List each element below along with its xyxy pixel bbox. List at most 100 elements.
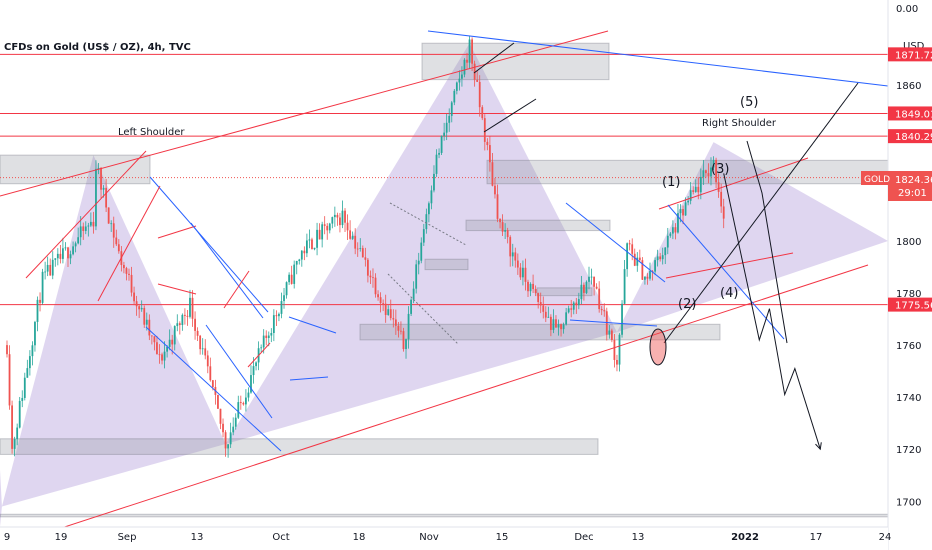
price-axis[interactable]: 0.00 USD bbox=[887, 0, 932, 550]
candle-256 bbox=[656, 249, 659, 267]
candle-235 bbox=[603, 303, 606, 317]
x-tick-6: Nov bbox=[419, 532, 439, 543]
candle-52 bbox=[138, 304, 141, 319]
candle-71 bbox=[186, 309, 189, 326]
candle-238 bbox=[610, 328, 613, 343]
supply-zone-2 bbox=[486, 159, 889, 185]
candle-135 bbox=[349, 220, 352, 240]
candle-143 bbox=[369, 270, 372, 284]
projection-path bbox=[723, 173, 821, 450]
candle-215 bbox=[552, 309, 555, 334]
candle-176 bbox=[453, 89, 456, 106]
y-tick-1: 1720 bbox=[896, 445, 921, 456]
candle-184 bbox=[473, 60, 476, 87]
supply-zone-8 bbox=[0, 513, 889, 518]
candle-205 bbox=[527, 279, 529, 298]
candle-151 bbox=[389, 299, 392, 321]
candle-50 bbox=[133, 286, 135, 306]
candle-277 bbox=[710, 157, 712, 186]
candle-80 bbox=[209, 357, 212, 382]
x-tick-1: 19 bbox=[55, 532, 68, 543]
candle-200 bbox=[514, 247, 517, 268]
candle-252 bbox=[646, 273, 649, 285]
candle-119 bbox=[308, 229, 311, 249]
candle-204 bbox=[524, 258, 527, 291]
flag-bottom bbox=[157, 283, 197, 295]
x-tick-5: 18 bbox=[353, 532, 366, 543]
candle-244 bbox=[626, 242, 629, 277]
candle-115 bbox=[298, 258, 301, 265]
time-axis[interactable]: 9 19 Sep 13 Oct 18 Nov 15 Dec 13 2022 17 24 bbox=[0, 526, 891, 550]
price-level-badge-3 bbox=[888, 297, 932, 312]
candle-133 bbox=[344, 208, 346, 233]
candle-175 bbox=[450, 100, 453, 123]
candle-35 bbox=[95, 160, 97, 231]
candle-43 bbox=[115, 229, 118, 247]
x-tick-2: Sep bbox=[118, 532, 137, 543]
candle-118 bbox=[305, 233, 308, 258]
candle-134 bbox=[346, 214, 349, 241]
candle-227 bbox=[583, 282, 585, 301]
candle-120 bbox=[311, 237, 313, 250]
price-level-badge-1 bbox=[888, 106, 932, 121]
candle-31 bbox=[84, 221, 87, 235]
candle-280 bbox=[717, 173, 720, 198]
dec-down-line bbox=[667, 204, 785, 340]
highlight-ellipse bbox=[649, 328, 667, 366]
candle-267 bbox=[684, 197, 687, 216]
candle-269 bbox=[689, 182, 692, 205]
candle-53 bbox=[140, 300, 143, 312]
candle-113 bbox=[293, 260, 296, 289]
pattern-triangle-0 bbox=[1, 155, 226, 507]
x-tick-9: 13 bbox=[632, 532, 645, 543]
x-tick-8: Dec bbox=[574, 532, 593, 543]
candle-4 bbox=[16, 423, 19, 446]
candle-56 bbox=[148, 314, 151, 341]
candle-100 bbox=[260, 344, 263, 353]
supply-zone-3 bbox=[465, 219, 611, 232]
candle-206 bbox=[529, 282, 532, 297]
candle-198 bbox=[509, 235, 512, 267]
candle-191 bbox=[491, 152, 494, 187]
candle-234 bbox=[600, 306, 603, 316]
candle-163 bbox=[420, 237, 423, 264]
candle-212 bbox=[544, 306, 547, 323]
candle-279 bbox=[715, 157, 717, 189]
candle-263 bbox=[674, 223, 677, 240]
ending-diagonal-lower bbox=[665, 252, 794, 279]
candle-17 bbox=[49, 258, 52, 276]
candle-105 bbox=[272, 309, 275, 342]
candle-210 bbox=[539, 292, 542, 314]
candle-121 bbox=[313, 247, 316, 251]
candle-193 bbox=[496, 184, 499, 223]
candle-27 bbox=[74, 241, 77, 253]
axis-unit-label: USD bbox=[903, 41, 925, 52]
candle-127 bbox=[328, 222, 331, 234]
candle-155 bbox=[400, 321, 402, 335]
candle-177 bbox=[455, 81, 458, 95]
candle-233 bbox=[598, 281, 601, 313]
candle-141 bbox=[364, 247, 367, 267]
candle-156 bbox=[402, 327, 405, 352]
candle-230 bbox=[590, 268, 593, 285]
candle-181 bbox=[466, 52, 468, 69]
candle-68 bbox=[178, 321, 181, 335]
candle-106 bbox=[275, 310, 278, 327]
candle-250 bbox=[641, 257, 644, 281]
candle-148 bbox=[382, 299, 385, 312]
candle-72 bbox=[189, 289, 191, 319]
candle-153 bbox=[394, 309, 397, 335]
right-shoulder-label: Right Shoulder bbox=[702, 118, 777, 129]
candle-225 bbox=[577, 292, 580, 310]
candle-117 bbox=[303, 246, 306, 261]
candle-128 bbox=[331, 216, 334, 229]
candle-194 bbox=[499, 218, 501, 229]
y-tick-layer: 1700 1720 1740 1760 1780 1800 1860 bbox=[896, 81, 921, 508]
candle-274 bbox=[702, 159, 705, 185]
candle-228 bbox=[585, 280, 588, 295]
candle-162 bbox=[417, 252, 420, 275]
candle-59 bbox=[156, 335, 158, 355]
candle-199 bbox=[511, 243, 514, 267]
candle-1 bbox=[8, 345, 11, 410]
